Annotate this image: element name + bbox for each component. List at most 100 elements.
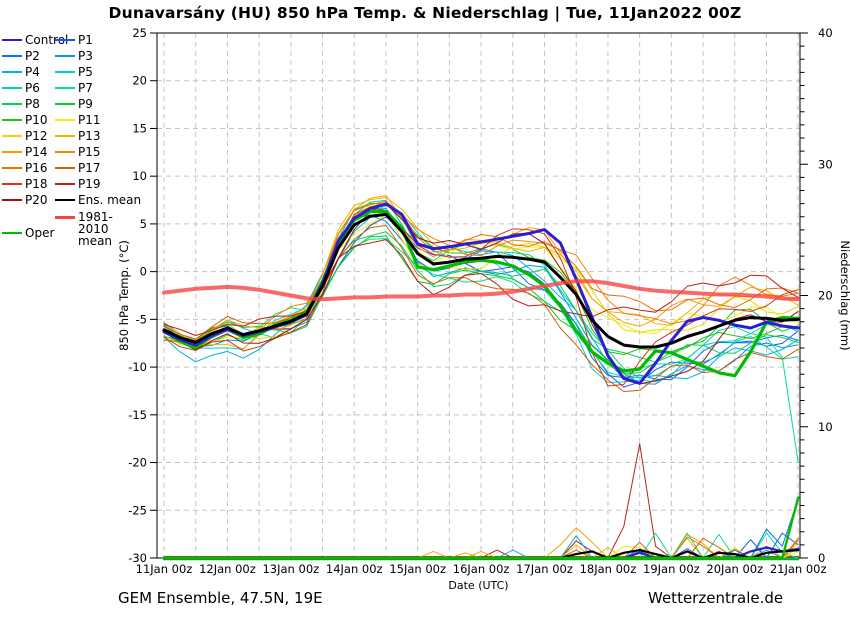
legend: Control P2 P4 P6 P8 P10 P12 P14 P16 P18 P20 Oper P1 P… — [0, 0, 150, 260]
legend-label: P13 — [78, 129, 101, 143]
legend-swatch-icon — [55, 166, 75, 170]
climate_mean-series — [162, 279, 801, 302]
member-series-P15 — [163, 202, 799, 344]
legend-label: P5 — [78, 65, 93, 79]
legend-swatch-icon — [2, 70, 22, 74]
legend-label: P17 — [78, 161, 101, 175]
legend-swatch-icon — [2, 198, 22, 202]
legend-item-ens-mean: Ens. mean — [55, 193, 141, 207]
legend-item-p16: P16 — [2, 161, 48, 175]
legend-swatch-icon — [55, 86, 75, 90]
legend-swatch-icon — [55, 198, 75, 202]
legend-item-p3: P3 — [55, 49, 93, 63]
x-axis-tick-label: 20Jan 00z — [706, 562, 763, 576]
legend-item-p6: P6 — [2, 81, 40, 95]
legend-swatch-icon — [2, 38, 22, 42]
legend-swatch-icon — [55, 150, 75, 154]
legend-label: P15 — [78, 145, 101, 159]
x-axis-tick-label: 19Jan 00z — [643, 562, 700, 576]
legend-item-p14: P14 — [2, 145, 48, 159]
x-axis-tick-label: 16Jan 00z — [453, 562, 510, 576]
legend-label: P10 — [25, 113, 48, 127]
legend-item-p7: P7 — [55, 81, 93, 95]
left-axis-tick-label: -15 — [128, 408, 147, 422]
right-axis-tick-label: 30 — [818, 157, 833, 171]
legend-swatch-icon — [2, 166, 22, 170]
legend-item-p19: P19 — [55, 177, 101, 191]
x-axis-tick-label: 21Jan 00z — [770, 562, 827, 576]
legend-label: P8 — [25, 97, 40, 111]
legend-item-p20: P20 — [2, 193, 48, 207]
legend-swatch-icon — [55, 70, 75, 74]
left-axis-tick-label: 0 — [140, 265, 147, 279]
legend-item-oper: Oper — [2, 226, 54, 240]
legend-item-p4: P4 — [2, 65, 40, 79]
source-watermark: Wetterzentrale.de — [648, 589, 784, 607]
legend-item-1981-2010-mean: 1981-2010 mean — [55, 211, 141, 247]
precip-series-Oper — [162, 496, 800, 560]
precip-series-P1 — [163, 532, 799, 559]
member-series-P19 — [163, 239, 799, 336]
precip-series-P7 — [163, 532, 799, 559]
legend-item-p11: P11 — [55, 113, 101, 127]
x-axis-tick-label: 11Jan 00z — [136, 562, 193, 576]
x-axis-tick-label: 12Jan 00z — [199, 562, 256, 576]
member-series-P7 — [163, 238, 799, 463]
legend-item-p18: P18 — [2, 177, 48, 191]
legend-label: Oper — [25, 226, 55, 240]
legend-item-control: Control — [2, 33, 68, 47]
left-axis-tick-label: 25 — [132, 26, 147, 40]
legend-label: P7 — [78, 81, 93, 95]
legend-swatch-icon — [2, 102, 22, 106]
legend-item-p5: P5 — [55, 65, 93, 79]
x-axis-tick-label: 15Jan 00z — [389, 562, 446, 576]
ens_mean-series — [162, 212, 800, 349]
legend-label: P20 — [25, 193, 48, 207]
y-left-axis-title: 850 hPa Temp. (°C) — [117, 240, 131, 351]
right-axis-tick-label: 10 — [818, 420, 833, 434]
legend-swatch-icon — [55, 38, 75, 42]
legend-item-p2: P2 — [2, 49, 40, 63]
legend-label: P9 — [78, 97, 93, 111]
left-axis-tick-label: -30 — [128, 551, 147, 565]
legend-item-p13: P13 — [55, 129, 101, 143]
legend-label: P11 — [78, 113, 101, 127]
right-axis-tick-label: 40 — [818, 26, 833, 40]
legend-label: P12 — [25, 129, 48, 143]
legend-swatch-icon — [55, 118, 75, 122]
x-axis-tick-label: 14Jan 00z — [326, 562, 383, 576]
left-axis-tick-label: -20 — [128, 456, 147, 470]
legend-label: Control — [25, 33, 69, 47]
legend-label: Ens. mean — [78, 193, 142, 207]
legend-swatch-icon — [2, 86, 22, 90]
legend-item-p10: P10 — [2, 113, 48, 127]
legend-item-p9: P9 — [55, 97, 93, 111]
x-axis-title: Date (UTC) — [448, 579, 508, 592]
legend-item-p8: P8 — [2, 97, 40, 111]
legend-swatch-icon — [55, 134, 75, 138]
left-axis-tick-label: 10 — [132, 169, 147, 183]
legend-swatch-icon — [55, 102, 75, 106]
member-series-P20 — [163, 203, 799, 385]
left-axis-tick-label: -10 — [128, 360, 147, 374]
legend-label: P3 — [78, 49, 93, 63]
legend-swatch-icon — [2, 54, 22, 58]
legend-label: P4 — [25, 65, 40, 79]
legend-swatch-icon — [55, 54, 75, 58]
legend-label: 1981-2010 mean — [78, 210, 113, 248]
legend-label: P6 — [25, 81, 40, 95]
right-axis-tick-label: 20 — [818, 289, 833, 303]
legend-item-p17: P17 — [55, 161, 101, 175]
legend-swatch-icon — [2, 231, 22, 235]
left-axis-tick-label: -5 — [136, 312, 147, 326]
legend-item-p1: P1 — [55, 33, 93, 47]
left-axis-tick-label: -25 — [128, 503, 147, 517]
legend-item-p15: P15 — [55, 145, 101, 159]
member-series-P12 — [163, 205, 799, 347]
legend-swatch-icon — [55, 182, 75, 186]
legend-label: P2 — [25, 49, 40, 63]
legend-swatch-icon — [2, 134, 22, 138]
legend-swatch-icon — [2, 150, 22, 154]
left-axis-tick-label: 20 — [132, 74, 147, 88]
